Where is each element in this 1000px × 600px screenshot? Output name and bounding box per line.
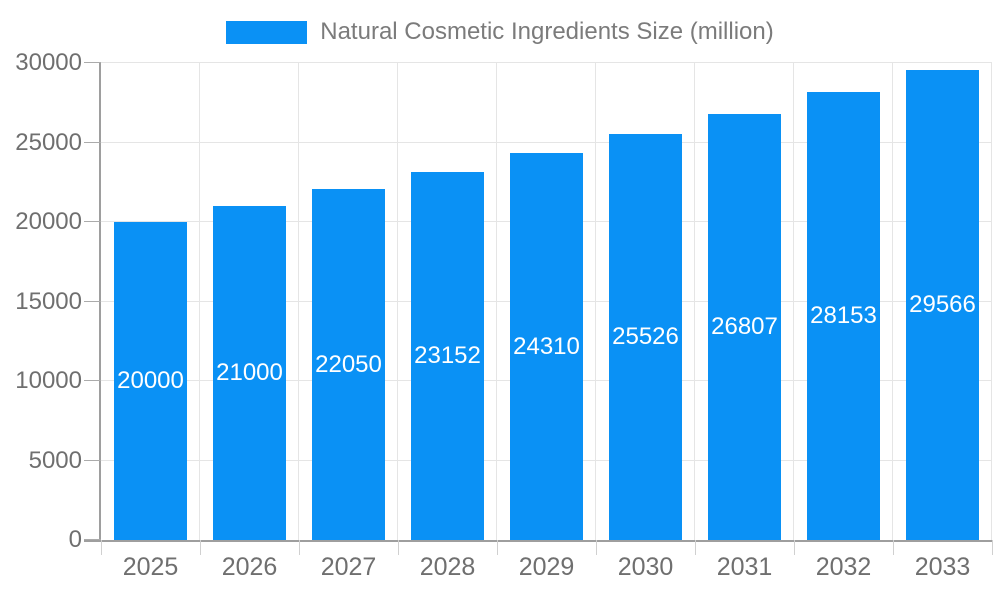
- y-axis-tick: [84, 380, 101, 381]
- legend-label: Natural Cosmetic Ingredients Size (milli…: [320, 18, 774, 45]
- bar: 24310: [510, 153, 583, 540]
- v-gridline: [793, 63, 794, 540]
- x-tick-label: 2026: [221, 553, 278, 581]
- bar: 29566: [906, 69, 979, 540]
- bar: 20000: [114, 222, 187, 540]
- y-axis-line: [99, 63, 101, 540]
- x-axis-tick: [497, 540, 498, 555]
- v-gridline: [199, 63, 200, 540]
- bar: 23152: [411, 171, 484, 540]
- v-gridline: [397, 63, 398, 540]
- v-gridline: [694, 63, 695, 540]
- v-gridline: [991, 63, 992, 540]
- x-tick-label: 2033: [914, 553, 971, 581]
- x-tick-label: 2030: [617, 553, 674, 581]
- v-gridline: [496, 63, 497, 540]
- y-axis-tick: [84, 300, 101, 302]
- x-axis-tick: [794, 540, 795, 555]
- bar-value-label: 21000: [216, 359, 283, 387]
- y-tick-label: 0: [68, 526, 82, 553]
- y-axis-tick: [84, 459, 101, 461]
- x-tick-label: 2027: [320, 553, 377, 581]
- y-tick-label: 10000: [15, 367, 82, 394]
- x-axis-tick: [695, 540, 696, 555]
- y-tick-label: 20000: [15, 208, 82, 235]
- bar: 28153: [807, 92, 880, 540]
- y-axis-tick: [84, 141, 101, 143]
- x-axis-tick: [596, 540, 597, 555]
- x-axis-tick: [299, 540, 300, 555]
- bar-value-label: 29566: [909, 290, 976, 318]
- bar: 22050: [312, 189, 385, 540]
- bar-value-label: 24310: [513, 332, 580, 360]
- bar: 21000: [213, 206, 286, 540]
- x-axis-tick: [992, 540, 993, 555]
- x-axis-tick: [893, 540, 894, 555]
- bar-value-label: 26807: [711, 312, 778, 340]
- x-axis-tick: [398, 540, 399, 555]
- y-tick-label: 25000: [15, 128, 82, 156]
- bar-value-label: 20000: [117, 367, 184, 394]
- x-tick-label: 2032: [815, 553, 872, 581]
- y-tick-label: 5000: [28, 446, 82, 474]
- bar: 26807: [708, 113, 781, 540]
- legend: Natural Cosmetic Ingredients Size (milli…: [0, 17, 1000, 47]
- y-axis-tick: [84, 221, 101, 222]
- y-tick-label: 15000: [15, 287, 82, 315]
- x-tick-label: 2028: [419, 553, 476, 581]
- y-axis-tick: [84, 539, 101, 540]
- h-gridline: [101, 141, 992, 143]
- v-gridline: [595, 63, 596, 540]
- x-axis-tick: [101, 540, 102, 555]
- bar-value-label: 23152: [414, 341, 481, 369]
- y-tick-label: 30000: [15, 49, 82, 76]
- v-gridline: [892, 63, 893, 540]
- x-axis-line: [84, 540, 992, 542]
- x-axis-tick: [200, 540, 201, 555]
- h-gridline: [101, 62, 992, 63]
- bar-value-label: 28153: [810, 302, 877, 330]
- bar: 25526: [609, 134, 682, 540]
- v-gridline: [298, 63, 299, 540]
- bar-value-label: 22050: [315, 350, 382, 378]
- legend-swatch: [226, 20, 308, 44]
- bar-value-label: 25526: [612, 323, 679, 351]
- x-tick-label: 2029: [518, 553, 575, 581]
- plot-area: 20000 21000 22050 23152 24310 25526 26807 28153…: [84, 62, 992, 542]
- x-tick-label: 2025: [122, 553, 179, 581]
- x-tick-label: 2031: [716, 553, 773, 581]
- y-axis-tick: [84, 62, 101, 63]
